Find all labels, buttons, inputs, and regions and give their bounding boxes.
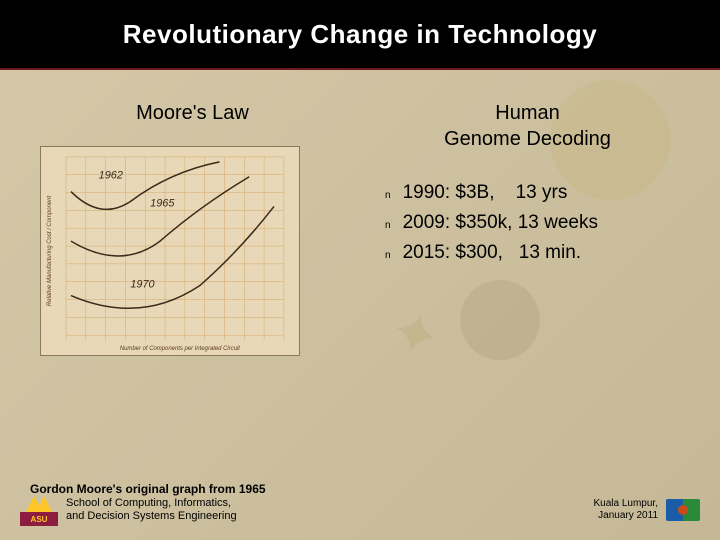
svg-text:ASU: ASU: [31, 515, 48, 524]
asu-logo-icon: ASU: [20, 494, 58, 526]
svg-text:1965: 1965: [150, 197, 175, 209]
svg-text:1970: 1970: [130, 279, 154, 291]
bullet-text: 2015: $300, 13 min.: [403, 242, 582, 264]
footer: ASU School of Computing, Informatics, an…: [0, 480, 720, 540]
bullet-marker-icon: n: [385, 250, 391, 261]
bullet-item: n 1990: $3B, 13 yrs: [385, 182, 680, 204]
right-subtitle: Human Genome Decoding: [375, 100, 680, 152]
bullet-list: n 1990: $3B, 13 yrs n 2009: $350k, 13 weeks…: [375, 182, 680, 264]
left-column: Moore's Law 1962 1965 1970 Relative Manufa…: [40, 100, 345, 356]
right-column: Human Genome Decoding n 1990: $3B, 13 yrs…: [375, 100, 680, 356]
school-name: School of Computing, Informatics, and De…: [66, 497, 237, 523]
svg-text:1962: 1962: [99, 170, 123, 182]
svg-text:Number of Components per Integ: Number of Components per Integrated Circ…: [120, 346, 240, 352]
graph-svg: 1962 1965 1970 Relative Manufacturing Cost…: [41, 147, 299, 355]
svg-text:Relative Manufacturing Cost /: Relative Manufacturing Cost / Component: [47, 196, 53, 307]
slide-title: Revolutionary Change in Technology: [123, 19, 597, 50]
left-subtitle: Moore's Law: [40, 100, 345, 126]
bullet-item: n 2009: $350k, 13 weeks: [385, 212, 680, 234]
location-date: Kuala Lumpur, January 2011: [594, 498, 659, 522]
moores-law-graph: 1962 1965 1970 Relative Manufacturing Cost…: [40, 146, 300, 356]
footer-left: ASU School of Computing, Informatics, an…: [20, 494, 237, 526]
bullet-item: n 2015: $300, 13 min.: [385, 242, 680, 264]
bullet-marker-icon: n: [385, 190, 391, 201]
bullet-text: 1990: $3B, 13 yrs: [403, 182, 568, 204]
footer-right: Kuala Lumpur, January 2011: [594, 498, 701, 522]
ieee-badge-icon: [666, 499, 700, 521]
bullet-text: 2009: $350k, 13 weeks: [403, 212, 598, 234]
content-area: Moore's Law 1962 1965 1970 Relative Manufa…: [0, 70, 720, 470]
title-bar: Revolutionary Change in Technology: [0, 0, 720, 70]
bullet-marker-icon: n: [385, 220, 391, 231]
